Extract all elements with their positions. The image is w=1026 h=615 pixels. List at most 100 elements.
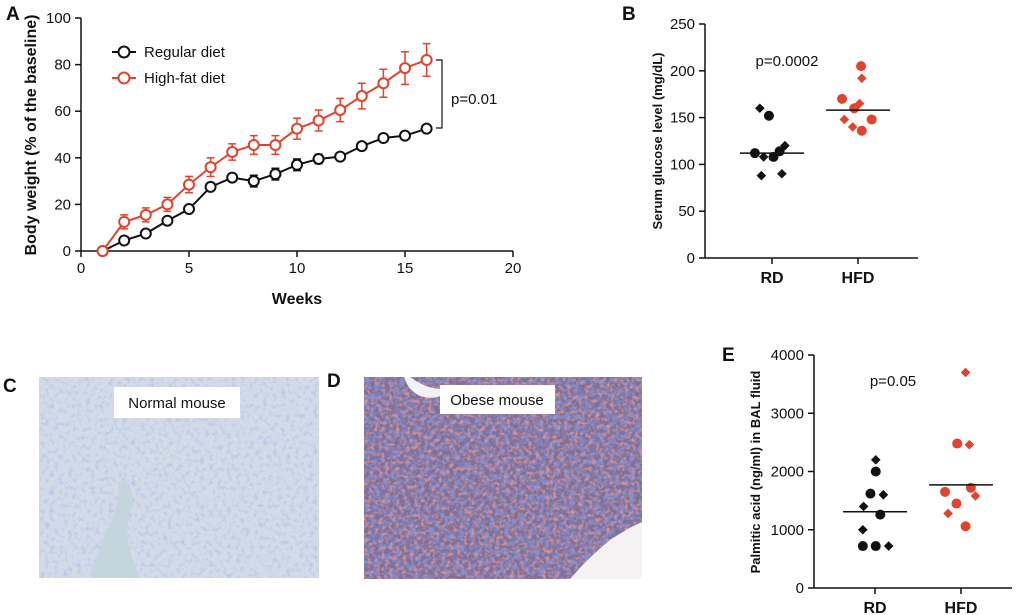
chart-a-y-tick-label: 80 (54, 57, 71, 74)
chart-b-ylabel: Serum glucose level (mg/dL) (650, 53, 665, 230)
chart-a-y-tick-label: 60 (54, 103, 71, 120)
series-rd-point (399, 129, 411, 142)
chart-e-ylabel: Palmitic acid (ng/ml) in BAL fluid (748, 371, 763, 574)
chart-b-rd-point (768, 151, 779, 162)
chart-b-hfd-point (856, 125, 867, 136)
legend-hfd-label: High-fat diet (144, 70, 226, 87)
series-hfd-point (291, 122, 303, 135)
micrograph-d-space-top (404, 377, 450, 398)
chart-b-category-label: HFD (842, 270, 875, 287)
panel-e-letter: E (722, 345, 735, 366)
chart-e-hfd-point (952, 438, 963, 449)
series-hfd-point (420, 53, 433, 66)
micrograph-d-vessel (570, 522, 642, 579)
panel-e: E 0 1000 2000 3000 4000 RD HFD Palmitic acid (… (722, 345, 1012, 615)
legend-rd-label: Regular diet (144, 44, 226, 61)
chart-b-y-tick-label: 50 (678, 203, 695, 220)
chart-b-hfd-point (839, 114, 850, 125)
series-hfd-point (96, 245, 109, 257)
chart-b-rd-point (755, 103, 765, 114)
chart-e-rd-point (870, 455, 881, 465)
chart-e-y-tick-label: 3000 (771, 405, 804, 422)
chart-e-category-label: HFD (945, 600, 978, 615)
glucose-scatter-chart: 0 50 100 150 200 250 RD HFD (670, 16, 918, 287)
chart-a-y-tick-label: 40 (54, 150, 71, 167)
chart-e-hfd-point (960, 521, 971, 532)
panel-d: D Obese mouse (327, 371, 642, 579)
series-rd-point (118, 234, 131, 247)
series-rd-point (139, 227, 152, 240)
chart-b-hfd-point (837, 93, 848, 104)
chart-e-hfd-point (943, 508, 953, 519)
panel-d-letter: D (327, 371, 341, 392)
panel-b-letter: B (622, 4, 636, 25)
series-hfd-point (161, 198, 174, 211)
panel-c: C Normal mouse (3, 376, 319, 578)
series-rd-line (102, 127, 427, 252)
chart-b-hfd-point (847, 122, 858, 132)
panel-c-letter: C (3, 376, 17, 397)
chart-a-y-tick-label: 100 (46, 10, 71, 27)
chart-e-y-tick-label: 2000 (771, 464, 804, 481)
chart-b-rd-point (756, 170, 767, 181)
chart-b-y-tick-label: 0 (687, 250, 695, 267)
chart-e-y-tick-label: 4000 (771, 347, 804, 364)
micrograph-c-label: Normal mouse (128, 395, 226, 412)
chart-e-hfd-point (951, 498, 962, 509)
micrograph-c-label-box (114, 387, 240, 418)
chart-e-rd-point (865, 488, 876, 499)
chart-e-pvalue: p=0.05 (870, 373, 916, 390)
chart-b-y-tick-label: 150 (670, 110, 695, 127)
chart-a-x-tick-label: 10 (289, 260, 306, 277)
series-rd-point (183, 203, 195, 216)
series-hfd-point (118, 215, 131, 228)
chart-b-category-label: RD (760, 270, 783, 287)
chart-e-rd-point (870, 541, 881, 552)
chart-e-hfd-point (964, 439, 975, 450)
chart-e-rd-point (857, 541, 868, 552)
chart-e-rd-point (870, 466, 881, 477)
significance-bracket (436, 59, 443, 129)
chart-b-hfd-point (849, 103, 860, 114)
chart-b-y-tick-label: 250 (670, 16, 695, 33)
series-rd-point (377, 131, 390, 144)
chart-b-hfd-point (856, 61, 867, 72)
chart-e-category-label: RD (863, 600, 886, 615)
chart-b-rd-point (763, 110, 774, 121)
weight-line-chart: 0 20 40 60 80 100 0 5 10 15 20 (46, 10, 521, 277)
micrograph-d-label: Obese mouse (450, 392, 543, 409)
series-hfd-point (355, 90, 368, 103)
chart-b-hfd-point (857, 73, 867, 84)
series-rd-point (269, 168, 282, 181)
series-rd-point (355, 140, 368, 153)
series-hfd-point (183, 178, 195, 191)
chart-a-xlabel: Weeks (272, 291, 323, 308)
panel-a-letter: A (6, 4, 20, 25)
legend-rd-marker (117, 45, 131, 59)
series-rd-point (226, 171, 239, 184)
chart-e-rd-point (858, 501, 869, 512)
chart-e-y-tick-label: 1000 (771, 522, 804, 539)
panel-b: B 0 50 100 150 200 250 RD HFD Serum glucose lev… (622, 4, 918, 287)
chart-b-pvalue: p=0.0002 (756, 53, 819, 70)
series-hfd-point (269, 138, 282, 151)
chart-e-y-tick-label: 0 (796, 580, 804, 597)
chart-b-hfd-point (866, 114, 877, 125)
chart-a-x-tick-label: 20 (505, 260, 522, 277)
series-rd-point (420, 122, 433, 135)
series-hfd-point (139, 208, 152, 221)
chart-b-rd-point (777, 168, 787, 179)
chart-a-x-tick-label: 5 (185, 260, 193, 277)
panel-a: A 0 20 40 60 80 100 0 5 10 15 20 Weeks Body weight… (6, 4, 521, 308)
chart-e-rd-point (878, 490, 889, 500)
chart-e-hfd-point (970, 491, 981, 501)
micrograph-c-vessel (90, 481, 140, 578)
series-hfd-point (334, 104, 347, 117)
chart-a-pvalue: p=0.01 (451, 91, 497, 108)
chart-a-y-tick-label: 20 (54, 196, 71, 213)
series-rd-point (312, 152, 325, 165)
legend-hfd-marker (117, 71, 131, 85)
chart-e-hfd-point (940, 486, 951, 497)
chart-a-y-tick-label: 0 (63, 243, 71, 260)
